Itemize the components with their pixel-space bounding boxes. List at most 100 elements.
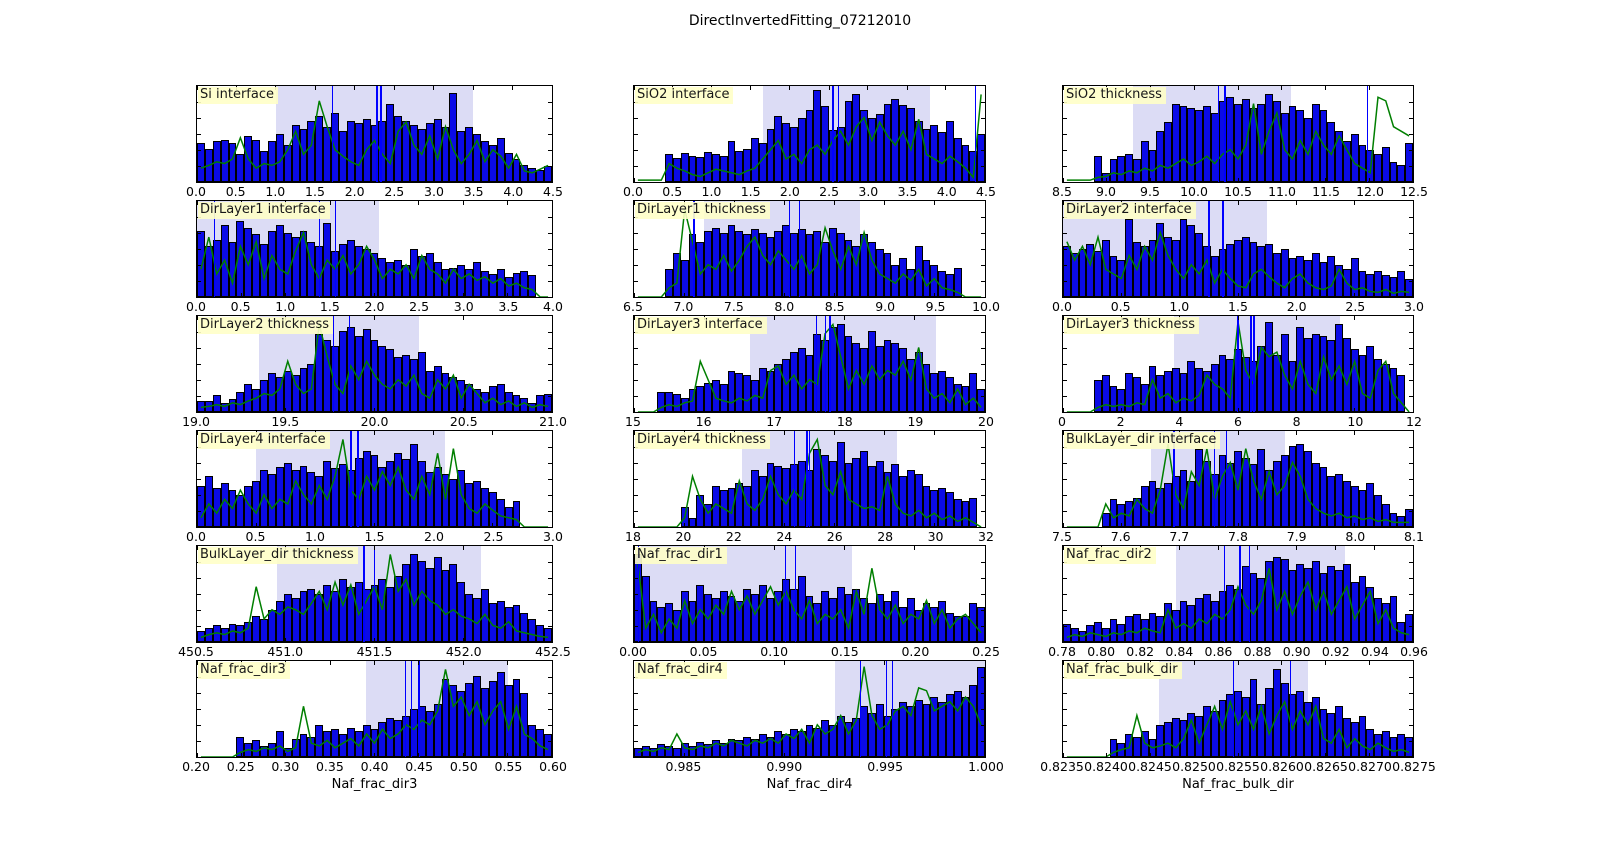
x-tick-label: 2.5	[409, 299, 430, 314]
hist-bar	[512, 501, 521, 527]
x-tick-mark	[984, 753, 985, 757]
best-fit-vline	[788, 201, 791, 297]
x-tick-label: 3.0	[453, 299, 474, 314]
hist-bar	[275, 134, 284, 182]
x-tick-mark	[1281, 178, 1283, 182]
x-tick-mark	[1412, 316, 1413, 320]
x-tick-labels: 0.0 0.5 1.0 1.5 2.0 2.5 3.0	[186, 529, 563, 544]
hist-bar	[672, 747, 681, 757]
y-tick-mark	[981, 626, 985, 627]
hist-bar	[283, 145, 292, 182]
hist-bar	[1397, 733, 1406, 757]
hist-bar	[1389, 736, 1398, 757]
hist-bar	[704, 503, 712, 527]
hist-bar	[1381, 731, 1390, 757]
y-tick-mark	[197, 479, 201, 480]
hist-bar	[1366, 345, 1375, 412]
y-tick-mark	[1409, 249, 1413, 250]
x-tick-label: 6.5	[623, 299, 643, 314]
x-tick-label: 4	[1175, 414, 1184, 429]
x-tick-mark	[512, 178, 514, 182]
hist-bar	[751, 469, 759, 527]
x-tick-label: 452.0	[445, 644, 482, 659]
hist-bar	[821, 106, 829, 182]
hist-bar	[449, 267, 458, 297]
hist-bar	[378, 467, 387, 527]
hist-bar	[1125, 616, 1133, 642]
x-tick-mark	[634, 86, 635, 90]
x-tick-mark	[1063, 431, 1064, 435]
hist-bar	[821, 455, 829, 527]
x-tick-label: 7.5	[723, 299, 744, 314]
plot-area: DirLayer3 thickness	[1062, 315, 1414, 413]
hist-bar	[1280, 455, 1289, 527]
fit-trace-line	[197, 661, 552, 757]
plot-area: BulkLayer_dir interface	[1062, 430, 1414, 528]
x-tick-mark	[374, 546, 375, 550]
hist-bar	[945, 121, 954, 182]
best-fit-vline	[829, 316, 831, 412]
x-tick-label: 20	[978, 414, 994, 429]
y-tick-mark	[634, 364, 638, 365]
y-tick-mark	[981, 348, 985, 349]
x-tick-label: 4.0	[543, 299, 563, 314]
hist-bar	[813, 333, 822, 412]
fit-trace-line	[1063, 86, 1413, 182]
hist-bar	[836, 232, 845, 297]
hist-bar	[1140, 384, 1149, 412]
best-fit-vline	[1366, 86, 1369, 182]
x-tick-label: 0.0	[1052, 299, 1072, 314]
hist-bar	[805, 595, 814, 642]
hist-bar	[417, 352, 426, 412]
x-tick-label: 2	[1116, 414, 1125, 429]
y-tick-mark	[1063, 134, 1067, 135]
hist-bar	[457, 582, 466, 642]
y-tick-mark	[548, 610, 552, 611]
plot-area: DirLayer2 thickness	[196, 315, 553, 413]
x-tick-mark	[634, 293, 635, 297]
x-tick-mark	[551, 546, 552, 550]
hist-bar	[1405, 614, 1413, 642]
hist-bar	[1288, 258, 1297, 297]
y-tick-mark	[634, 396, 638, 397]
best-fit-vline	[357, 431, 359, 527]
x-tick-mark	[750, 86, 752, 90]
x-tick-mark	[1412, 201, 1413, 205]
x-tick-label: 1.5	[305, 184, 325, 199]
x-tick-mark	[418, 293, 420, 297]
y-tick-mark	[634, 249, 638, 250]
hist-bar	[829, 724, 837, 757]
x-tick-label: 15	[625, 414, 641, 429]
x-tick-mark	[551, 661, 552, 665]
x-tick-mark	[235, 178, 237, 182]
hist-bar	[1358, 145, 1367, 182]
x-tick-mark	[783, 431, 785, 435]
y-tick-mark	[634, 233, 638, 234]
hist-bar	[504, 276, 513, 297]
x-tick-mark	[374, 753, 375, 757]
hist-bar	[197, 485, 205, 527]
hist-bar	[829, 227, 837, 297]
hist-bar	[496, 384, 505, 412]
hist-bar	[1381, 274, 1390, 297]
x-tick-mark	[197, 431, 198, 435]
y-tick-mark	[981, 265, 985, 266]
hist-bar	[1187, 108, 1196, 182]
hist-bar	[680, 152, 689, 182]
best-fit-vline	[404, 661, 407, 757]
x-tick-label: 10.0	[972, 299, 1000, 314]
hist-bar	[1311, 252, 1320, 297]
x-tick-mark	[433, 431, 435, 435]
y-tick-mark	[634, 380, 638, 381]
hist-bar	[291, 237, 300, 297]
y-tick-mark	[1409, 150, 1413, 151]
hist-bar	[1335, 131, 1343, 182]
x-tick-label: 3.5	[498, 299, 519, 314]
x-tick-label: 0.20	[182, 759, 210, 774]
x-tick-label: 2.0	[779, 184, 800, 199]
hist-bar	[441, 570, 450, 642]
hist-bar	[719, 156, 728, 182]
x-tick-mark	[314, 86, 316, 90]
x-tick-label: 0.8265	[1304, 759, 1348, 774]
